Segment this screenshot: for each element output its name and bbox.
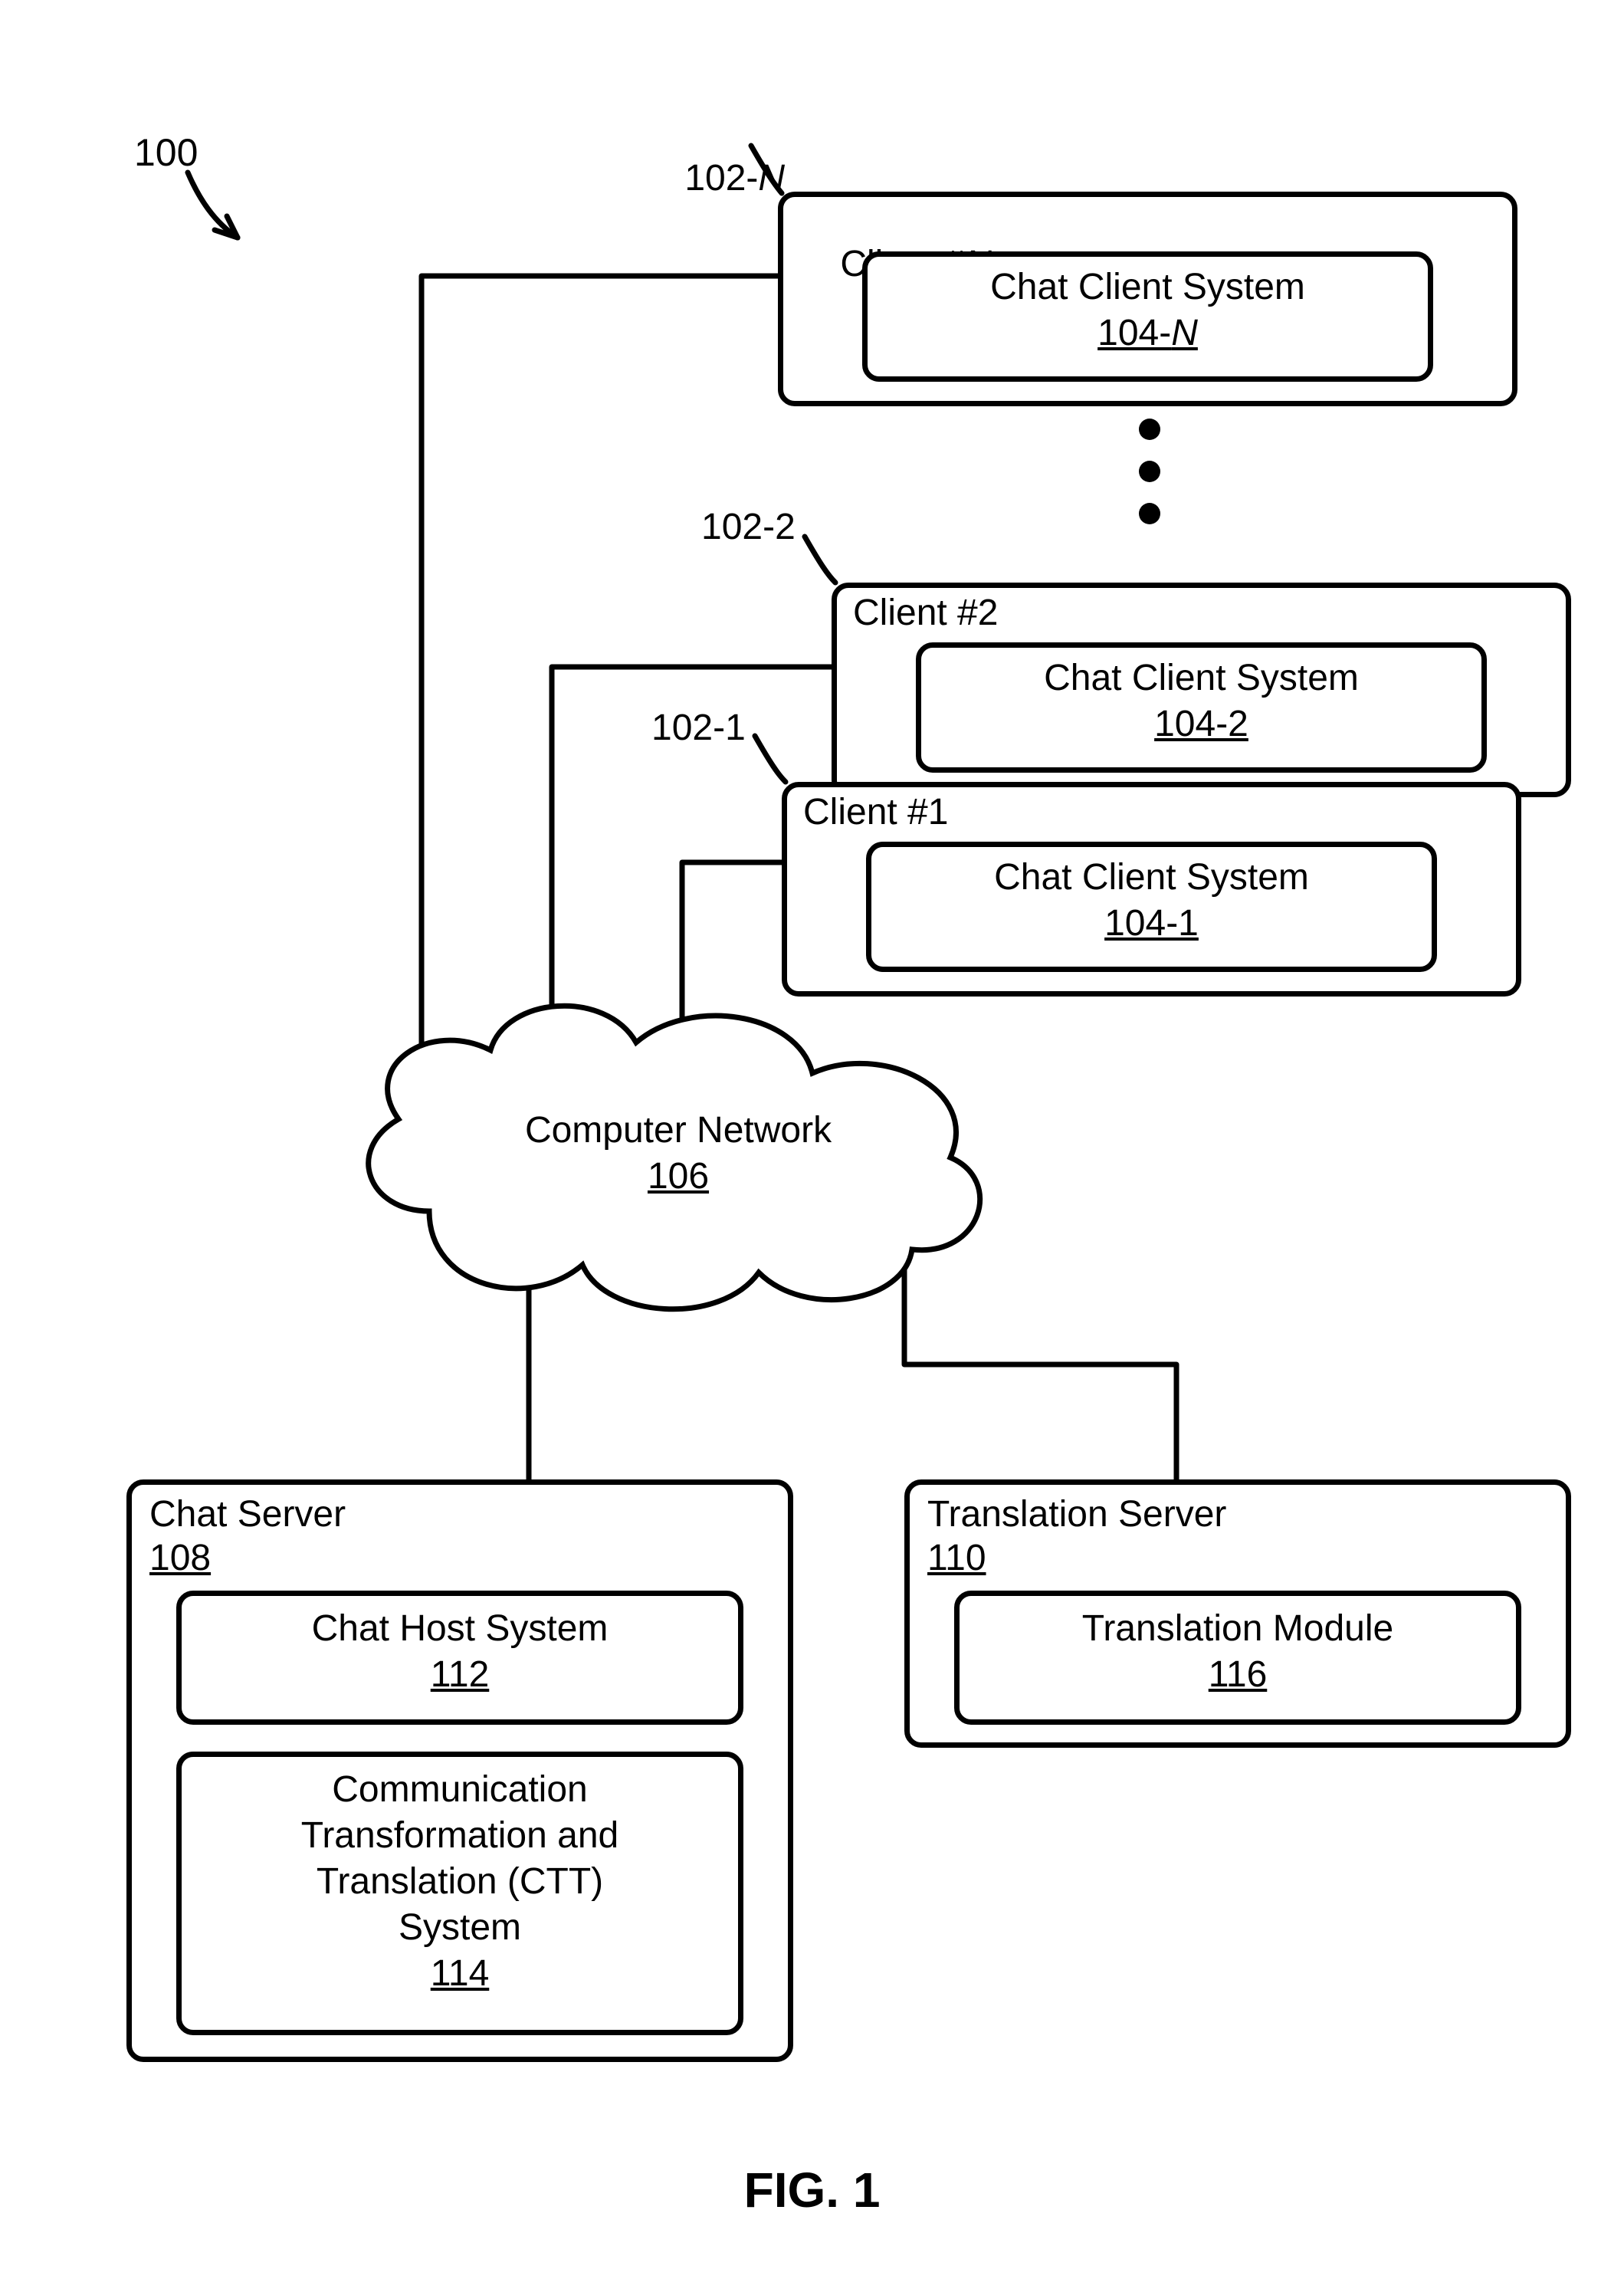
client-n-ref: 102-N [644, 115, 785, 241]
client-1-ref: 102-1 [651, 707, 746, 749]
translation-module-text: Translation Module 116 [954, 1606, 1521, 1698]
client-2-inner-text: Chat Client System 104-2 [916, 655, 1487, 747]
client-2-ref: 102-2 [701, 506, 796, 548]
chat-host-text: Chat Host System 112 [176, 1606, 743, 1698]
network-text: Computer Network 106 [452, 1108, 904, 1200]
client-n-inner-text: Chat Client System 104-N [862, 264, 1433, 356]
diagram-stage: 100 Client #N Chat Client System 104-N 1… [0, 0, 1624, 2292]
client-1-title: Client #1 [803, 791, 948, 833]
figure-ref: 100 [134, 130, 198, 175]
client-2-title: Client #2 [853, 592, 998, 634]
translation-server-title: Translation Server [927, 1493, 1226, 1535]
chat-server-ref: 108 [149, 1537, 211, 1579]
figure-caption: FIG. 1 [0, 2162, 1624, 2218]
client-1-inner-text: Chat Client System 104-1 [866, 855, 1437, 947]
ctt-text: Communication Transformation and Transla… [176, 1767, 743, 1997]
chat-server-title: Chat Server [149, 1493, 346, 1535]
translation-server-ref: 110 [927, 1537, 986, 1579]
